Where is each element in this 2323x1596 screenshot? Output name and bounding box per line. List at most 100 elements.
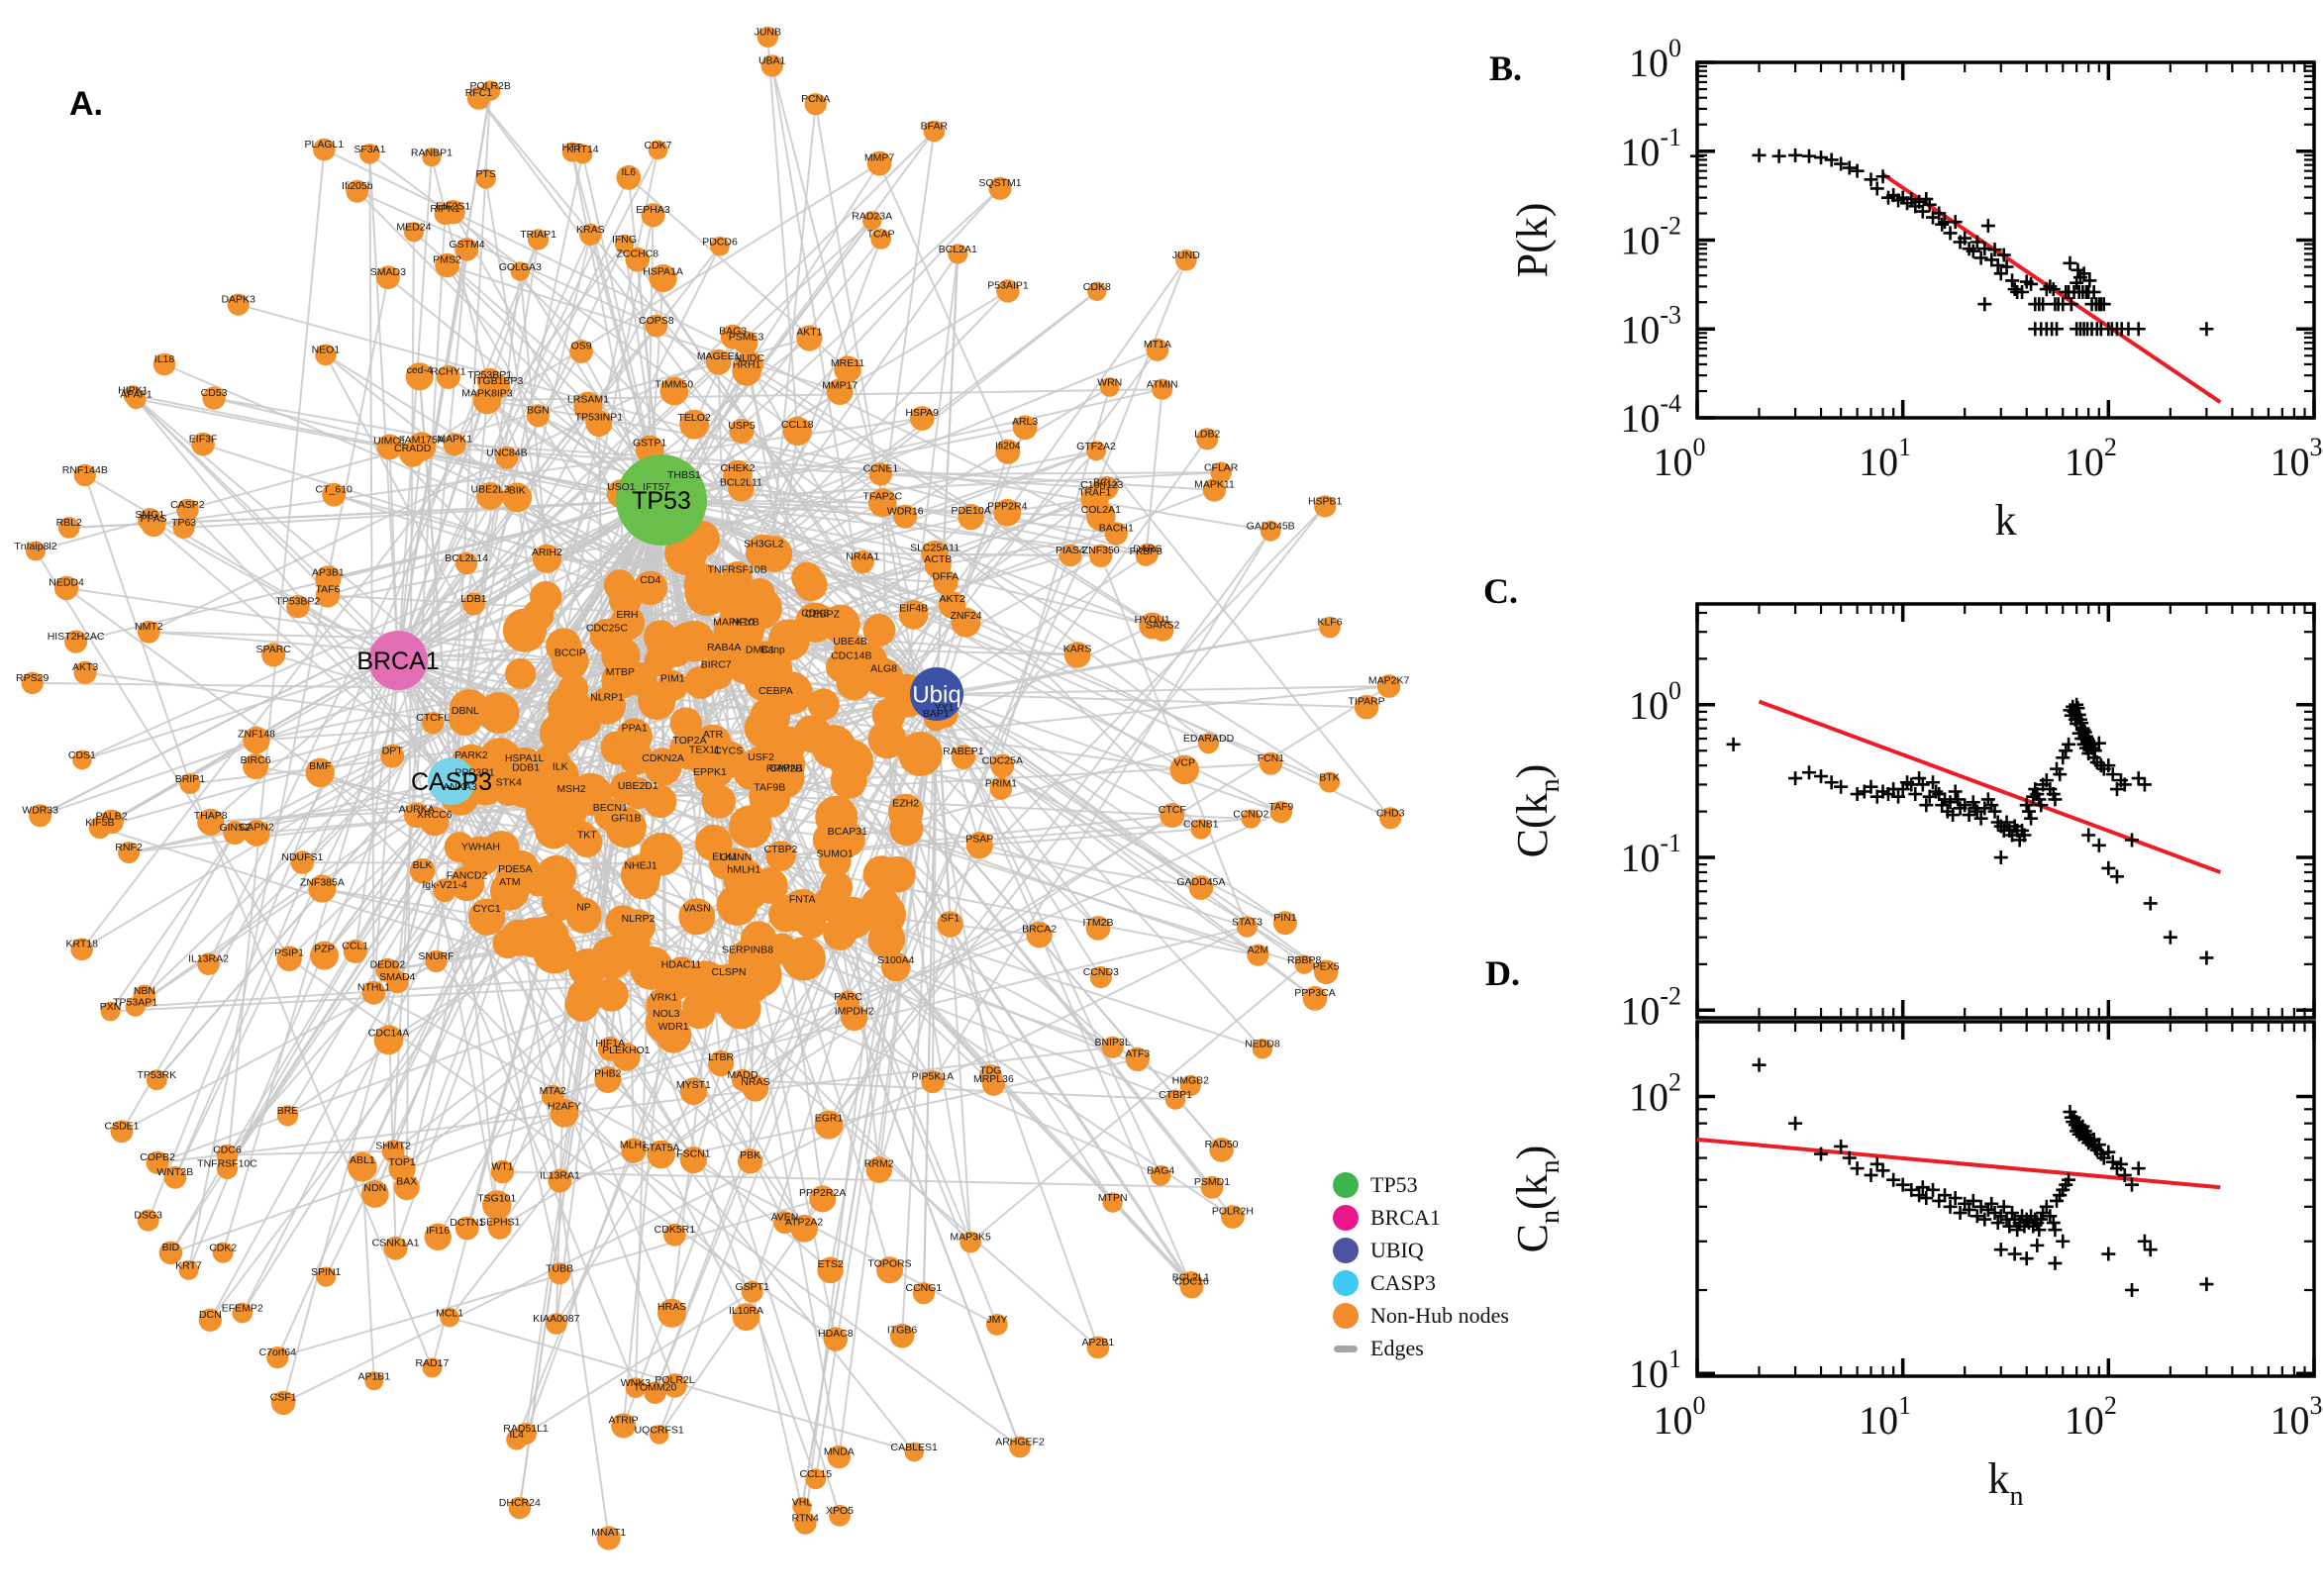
network-node-label: ABL1 [350, 1154, 375, 1166]
network-edge [936, 693, 1282, 814]
network-node-label: VASN [683, 903, 711, 915]
network-nodes [21, 26, 1402, 1550]
network-node-label: Ifi205b [342, 180, 373, 192]
network-node [729, 418, 755, 444]
network-edge [319, 771, 609, 1081]
network-node-label: IFT57 [643, 481, 670, 493]
data-point [2101, 1145, 2116, 1159]
network-node [713, 611, 755, 651]
network-node [571, 826, 603, 858]
network-node-label: CSNK1A1 [372, 1238, 420, 1249]
network-node [1241, 809, 1262, 829]
network-node [443, 433, 466, 456]
network-node-label: FCN1 [1258, 752, 1285, 764]
network-edge [432, 277, 664, 724]
network-node-label: LRSAM1 [567, 394, 609, 406]
network-node-label: BTK [1319, 771, 1339, 783]
network-edge [660, 471, 1222, 501]
network-node-label: ZNF350 [1082, 545, 1120, 556]
network-node [965, 832, 993, 859]
network-node [223, 821, 248, 846]
network-edge [121, 659, 399, 1133]
data-point [1915, 777, 1930, 792]
data-point [1864, 1167, 1878, 1182]
network-node-label: ZCCHC8 [617, 249, 659, 260]
network-node-label: EIF3F [189, 433, 218, 445]
plot-frame [1695, 1020, 2316, 1378]
network-node-label: RAD17 [415, 1357, 449, 1369]
network-node-label: SERPINB8 [722, 945, 773, 956]
network-node [938, 591, 966, 619]
network-edge [502, 1170, 1213, 1189]
network-node-label: CAPN1 [769, 762, 804, 774]
network-node-label: AURKA [399, 804, 435, 816]
network-node [814, 1110, 844, 1140]
network-node [1085, 916, 1111, 941]
network-node [1198, 733, 1219, 754]
network-node [863, 657, 904, 698]
network-node-label: PDE10A [951, 505, 990, 517]
data-point [1970, 1209, 1984, 1224]
network-node-label: JUND [1172, 249, 1200, 261]
hub-node-casp3 [428, 757, 475, 805]
network-node-label: YY1 [935, 702, 955, 714]
data-point [1788, 771, 1803, 786]
network-node-label: WDR33 [22, 805, 58, 817]
data-point [1801, 149, 1816, 163]
network-node [202, 386, 226, 410]
network-edge [485, 916, 915, 1453]
panel-label-c: C. [1483, 571, 1518, 611]
network-node-label: BCL2A1 [939, 244, 977, 255]
network-node-label: SEPHS1 [479, 1216, 521, 1228]
network-node-label: RIPK1 [430, 203, 460, 215]
network-node [322, 482, 347, 507]
network-node [466, 86, 491, 110]
network-node-label: RAD50 [1205, 1139, 1239, 1150]
network-node-label: UBE2D1 [618, 780, 658, 792]
data-point [1966, 795, 1980, 810]
network-node [276, 946, 302, 971]
network-node [827, 916, 858, 947]
network-node [476, 482, 505, 510]
network-edge [499, 685, 1390, 1229]
network-edge [969, 963, 1305, 1244]
network-node [862, 614, 896, 647]
data-point [2109, 869, 2124, 884]
data-point [2010, 1223, 2025, 1238]
network-edge [81, 659, 399, 761]
network-node [834, 355, 861, 383]
data-point [1958, 231, 1972, 246]
legend-label: Edges [1370, 1336, 1424, 1360]
legend-label: CASP3 [1370, 1270, 1437, 1295]
network-node [1313, 959, 1339, 985]
network-node-label: PFAS [141, 513, 167, 525]
network-node [1272, 911, 1297, 936]
network-node-label: SNURF [418, 950, 454, 962]
network-node-label: TEX11 [689, 745, 720, 756]
network-node-label: CHD3 [1376, 807, 1405, 819]
network-node-label: KRT7 [175, 1259, 202, 1271]
network-node-label: RTN4 [792, 1512, 819, 1524]
network-edge [397, 499, 662, 661]
network-node [310, 941, 339, 970]
network-node-label: SARS2 [1146, 620, 1180, 632]
data-point [1814, 1147, 1829, 1161]
network-node-label: FNTA [789, 894, 816, 906]
axis-label: kn [1988, 1454, 2024, 1512]
network-node-label: GOLGA3 [499, 261, 542, 273]
network-node-label: BCL2L14 [445, 552, 488, 564]
network-node [781, 937, 826, 981]
data-point [2124, 1283, 2139, 1298]
network-node [924, 551, 952, 579]
network-node-label: TOMM20 [634, 1382, 677, 1394]
panel-label-b: B. [1489, 49, 1523, 88]
network-node-label: CDK5R1 [655, 1224, 696, 1236]
data-point [2019, 798, 2034, 813]
data-point [2163, 930, 2177, 945]
network-edge [188, 783, 434, 1368]
axis-label: k [1995, 496, 2017, 545]
network-edge [979, 828, 1201, 847]
network-node-label: CCNG1 [906, 1282, 943, 1294]
network-node-label: COPB2 [140, 1151, 175, 1163]
network-node [403, 222, 424, 243]
